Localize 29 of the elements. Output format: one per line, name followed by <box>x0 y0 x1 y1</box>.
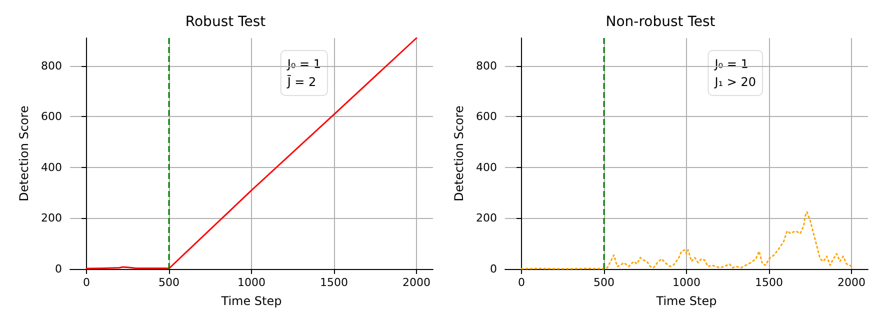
annotation: J₁ > 20 <box>714 75 756 89</box>
y-tick-label: 200 <box>476 212 497 225</box>
x-tick-label: 2000 <box>838 276 866 289</box>
x-tick-label: 0 <box>83 276 90 289</box>
y-axis-title: Detection Score <box>17 106 31 202</box>
annotation: J̄ = 2 <box>286 74 316 89</box>
chart-title: Non-robust Test <box>606 14 716 30</box>
x-tick-label: 0 <box>518 276 525 289</box>
x-tick-label: 500 <box>594 276 614 289</box>
line-series <box>520 211 852 270</box>
x-tick-label: 2000 <box>402 276 430 289</box>
y-tick-label: 200 <box>41 212 62 225</box>
y-tick-label: 600 <box>41 110 62 124</box>
x-tick-label: 1500 <box>320 276 348 289</box>
x-tick-label: 1000 <box>238 276 266 289</box>
x-axis-title: Time Step <box>220 294 282 308</box>
chart-title: Robust Test <box>185 14 266 30</box>
x-tick-label: 500 <box>158 276 180 289</box>
y-tick-label: 600 <box>476 110 497 124</box>
x-tick-label: 1000 <box>672 276 700 289</box>
y-tick-label: 800 <box>41 59 62 72</box>
x-tick-label: 1500 <box>755 276 783 289</box>
y-tick-label: 800 <box>476 59 497 72</box>
y-tick-label: 0 <box>55 262 62 276</box>
y-tick-label: 400 <box>476 160 497 174</box>
y-axis-title: Detection Score <box>452 106 466 202</box>
y-tick-label: 400 <box>41 160 62 174</box>
y-tick-label: 0 <box>490 262 497 276</box>
x-axis-title: Time Step <box>655 294 717 308</box>
